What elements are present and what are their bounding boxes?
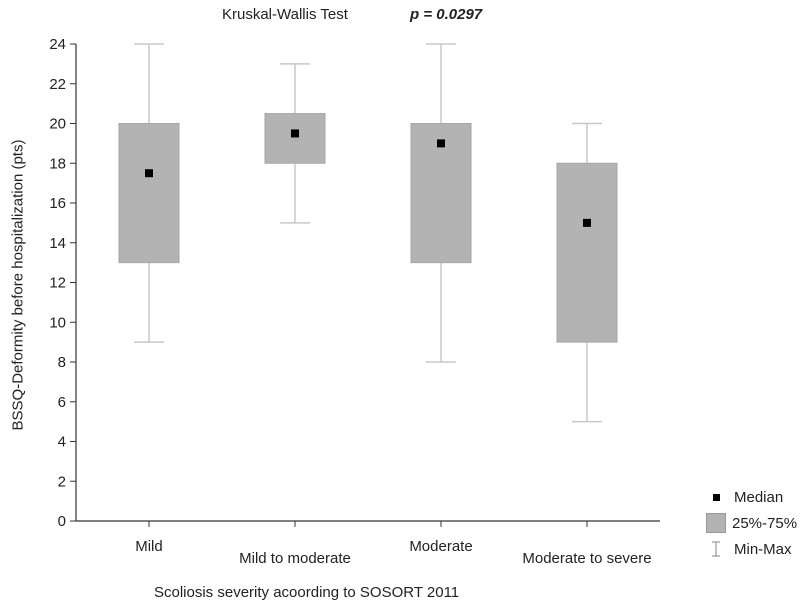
- y-tick-label: 4: [58, 434, 66, 451]
- legend-item-iqr: 25%-75%: [706, 510, 797, 536]
- x-tick-label: Mild: [135, 538, 163, 555]
- y-tick-label: 14: [49, 235, 66, 252]
- y-tick-label: 24: [49, 36, 66, 53]
- y-tick-label: 22: [49, 76, 66, 93]
- median-marker: [145, 169, 153, 178]
- y-tick-label: 18: [49, 155, 66, 172]
- median-marker-icon: [713, 493, 720, 501]
- iqr-box: [556, 162, 618, 343]
- x-tick-label: Moderate to severe: [522, 550, 651, 567]
- x-axis-label: Scoliosis severity acoording to SOSORT 2…: [154, 584, 460, 601]
- box-swatch-icon: [706, 513, 726, 533]
- iqr-box: [264, 113, 326, 164]
- y-tick-label: 20: [49, 116, 66, 133]
- iqr-box: [118, 123, 180, 264]
- legend-label-iqr: 25%-75%: [732, 514, 798, 532]
- x-tick-label: Moderate: [409, 538, 472, 555]
- legend-label-range: Min-Max: [734, 540, 792, 558]
- y-tick-label: 8: [58, 354, 66, 371]
- legend-item-median: Median: [706, 484, 797, 510]
- median-marker: [583, 218, 591, 227]
- median-marker: [437, 139, 445, 148]
- y-tick-label: 12: [49, 275, 66, 292]
- x-tick-label: Mild to moderate: [239, 550, 351, 567]
- y-tick-label: 10: [49, 314, 66, 331]
- legend-item-range: Min-Max: [706, 536, 797, 562]
- whisker-icon: [712, 541, 720, 557]
- y-tick-label: 2: [58, 473, 66, 490]
- y-tick-label: 16: [49, 195, 66, 212]
- y-axis-label: BSSQ-Deformity before hospitalization (p…: [9, 139, 27, 431]
- y-tick-label: 6: [58, 394, 66, 411]
- y-tick-label: 0: [58, 513, 66, 530]
- median-marker: [291, 129, 299, 138]
- legend-label-median: Median: [734, 488, 784, 506]
- p-value-annotation: p = 0.0297: [410, 6, 483, 23]
- chart-title: Kruskal-Wallis Test: [222, 6, 348, 23]
- legend: Median 25%-75% Min-Max: [706, 484, 797, 562]
